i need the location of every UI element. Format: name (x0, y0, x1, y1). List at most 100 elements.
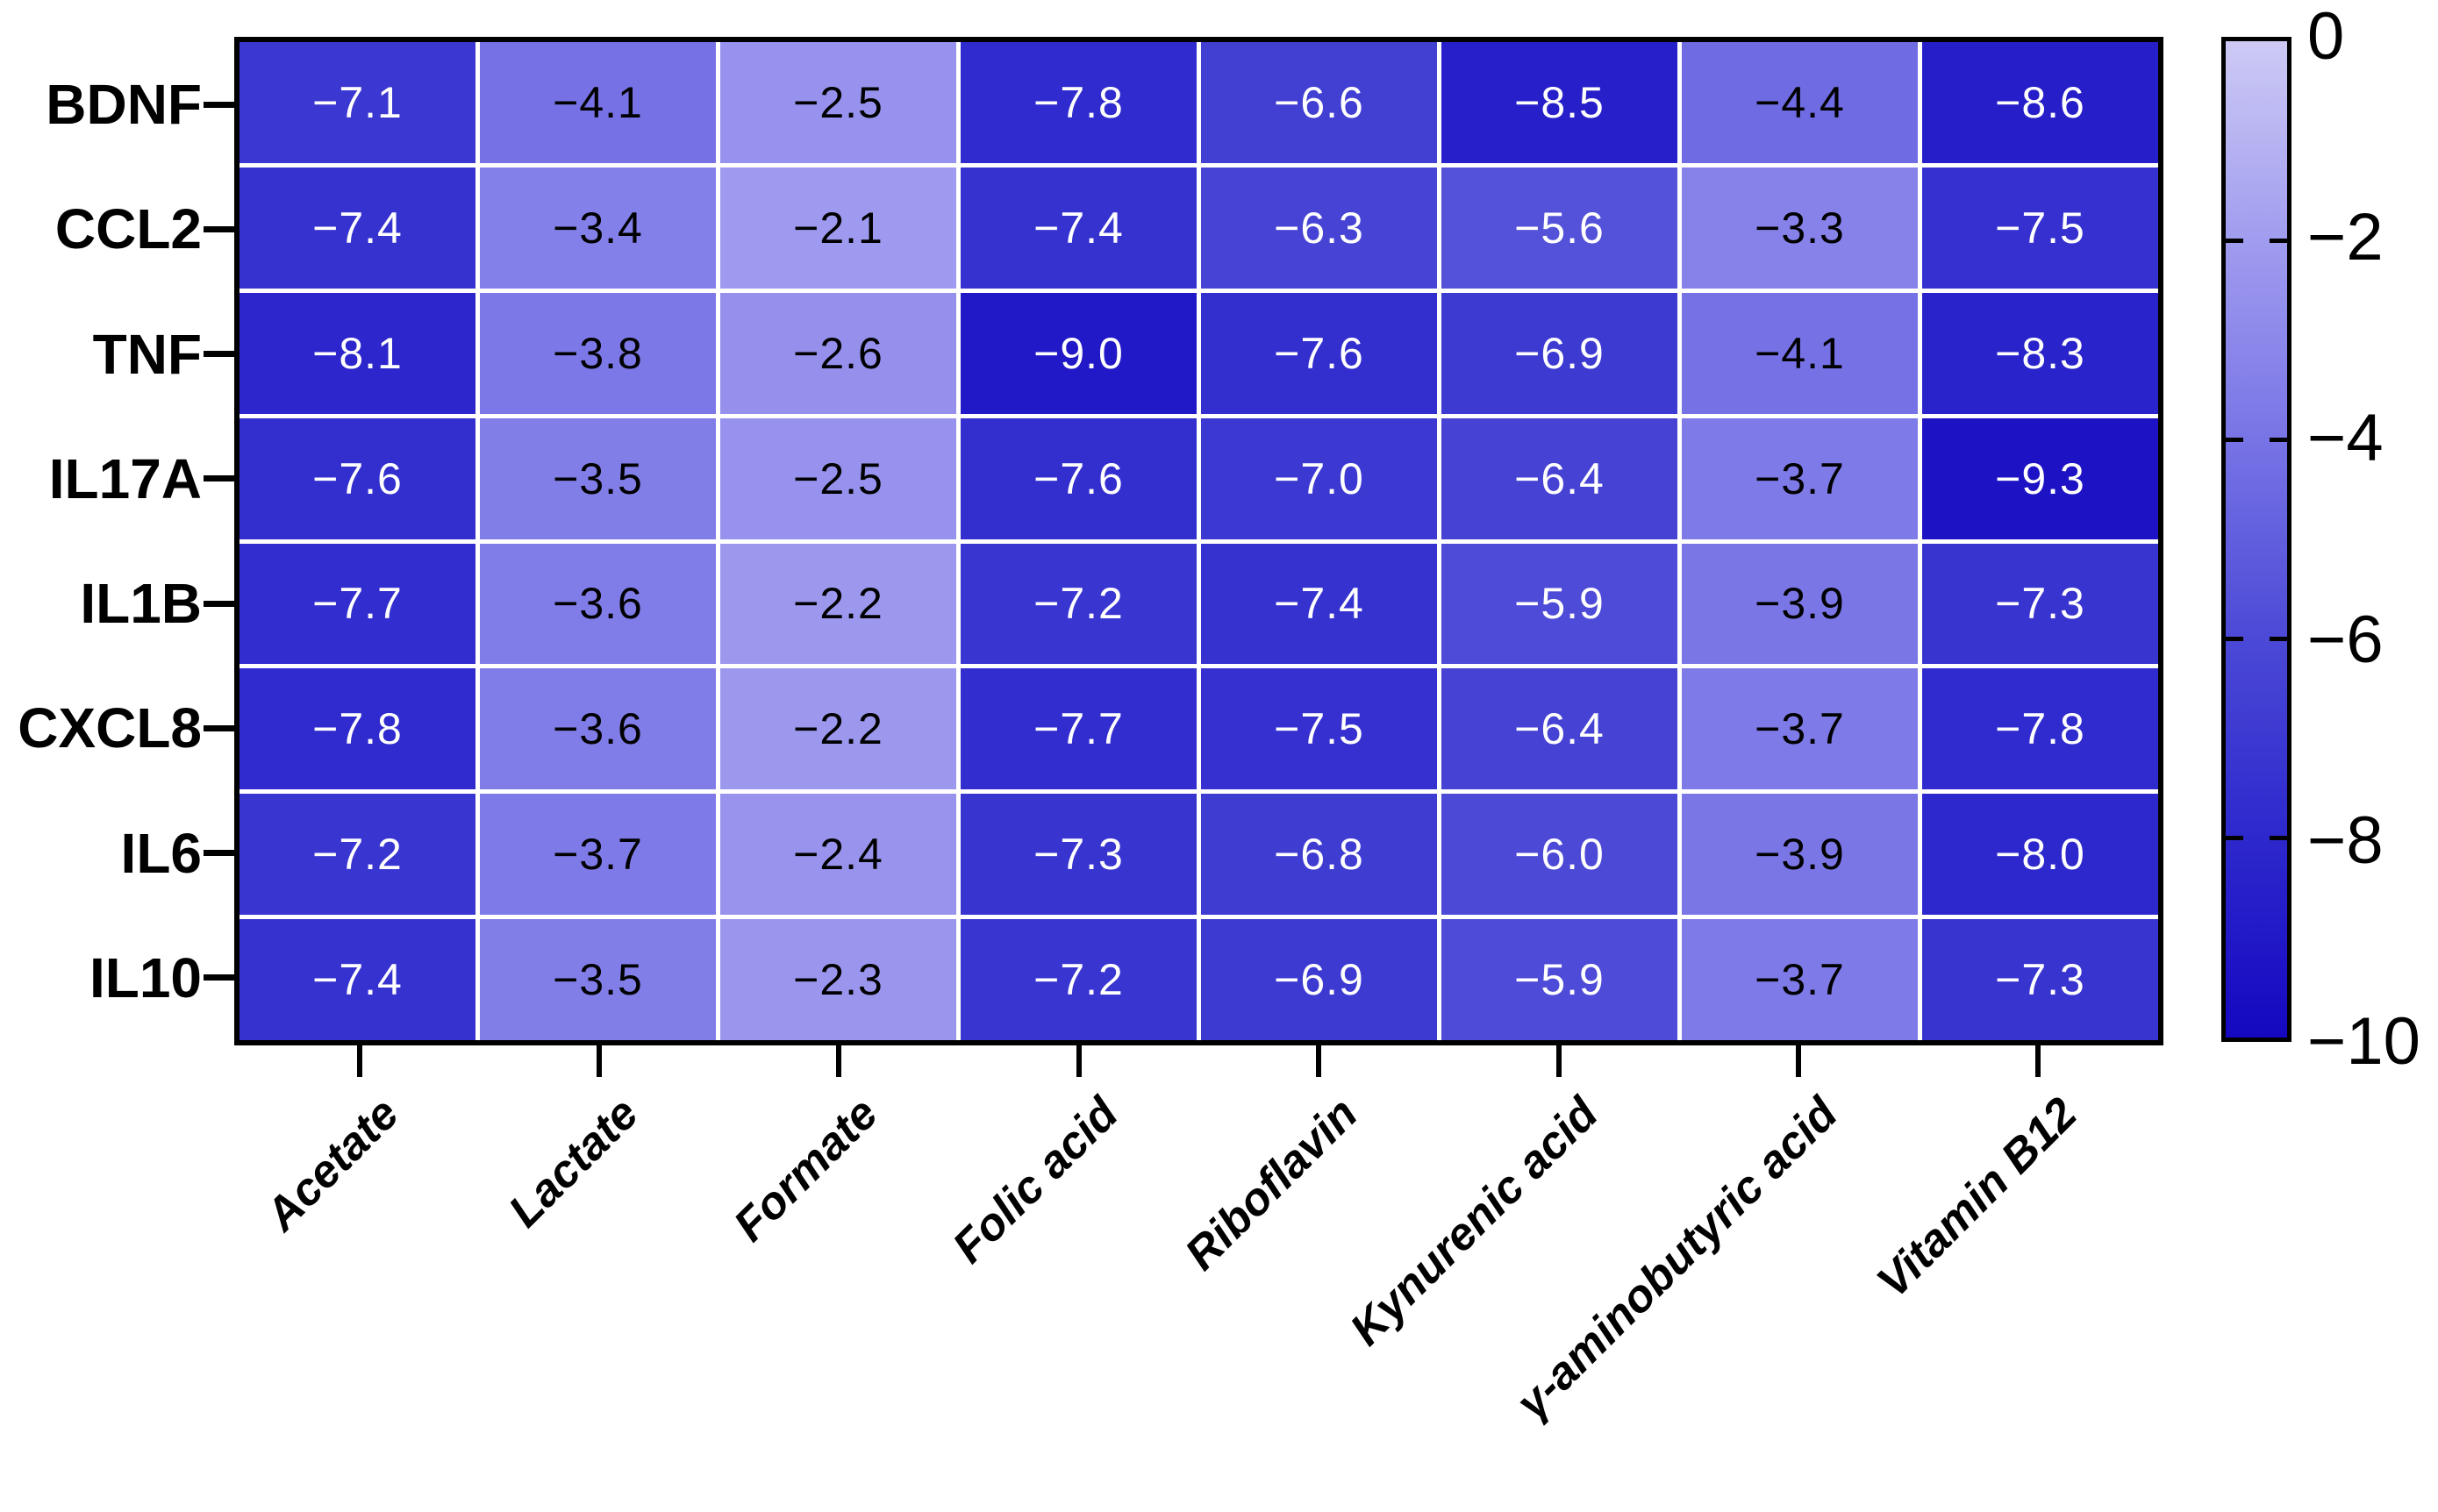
heatmap-cell: −7.7 (961, 668, 1197, 790)
heatmap-cell: −3.7 (480, 794, 716, 916)
colorbar-tick-notch (2270, 238, 2287, 243)
heatmap-cell: −6.6 (1201, 42, 1437, 163)
heatmap-cell: −6.4 (1441, 417, 1677, 539)
heatmap-cell: −7.8 (961, 42, 1197, 163)
heatmap-cell: −5.9 (1441, 919, 1677, 1040)
y-axis-tick (204, 600, 240, 607)
heatmap-cell: −7.2 (961, 543, 1197, 665)
colorbar (2221, 37, 2291, 1042)
heatmap-cell: −3.4 (480, 167, 716, 289)
heatmap-cell: −3.5 (480, 417, 716, 539)
heatmap-cell: −3.6 (480, 668, 716, 790)
heatmap-cell: −7.4 (1201, 543, 1437, 665)
heatmap-cell: −5.6 (1441, 167, 1677, 289)
heatmap-cell: −7.4 (240, 167, 475, 289)
heatmap-cell: −6.4 (1441, 668, 1677, 790)
heatmap-cell: −8.1 (240, 292, 475, 414)
colorbar-tick-notch (2226, 836, 2243, 841)
heatmap-cell: −8.6 (1922, 42, 2158, 163)
heatmap-cell: −6.9 (1201, 919, 1437, 1040)
heatmap-cell: −7.7 (240, 543, 475, 665)
y-axis-tick (204, 101, 240, 108)
column-label: Lactate (499, 1088, 648, 1237)
heatmap-cell: −7.0 (1201, 417, 1437, 539)
row-label: IL17A (48, 446, 202, 510)
column-label: Riboflavin (1176, 1088, 1368, 1280)
colorbar-tick-notch (2226, 238, 2243, 243)
heatmap-cell: −3.9 (1682, 543, 1918, 665)
row-label: IL10 (89, 945, 202, 1009)
heatmap-cell: −3.7 (1682, 919, 1918, 1040)
heatmap-cell: −2.5 (720, 42, 956, 163)
y-axis-tick (204, 475, 240, 482)
colorbar-tick-notch (2270, 437, 2287, 442)
y-axis-tick (204, 351, 240, 358)
heatmap-cell: −3.5 (480, 919, 716, 1040)
heatmap-cell: −3.7 (1682, 417, 1918, 539)
heatmap-cell: −2.3 (720, 919, 956, 1040)
colorbar-tick-label: −6 (2307, 602, 2384, 677)
row-label: IL6 (120, 821, 202, 885)
heatmap-cell: −6.8 (1201, 794, 1437, 916)
x-axis-tick (597, 1045, 603, 1077)
heatmap-cell: −6.0 (1441, 794, 1677, 916)
heatmap-cell: −7.8 (1922, 668, 2158, 790)
heatmap-cell: −8.5 (1441, 42, 1677, 163)
colorbar-tick-label: −2 (2307, 200, 2384, 275)
column-label: Formate (725, 1088, 889, 1252)
row-label: TNF (92, 322, 202, 386)
x-axis-tick (836, 1045, 842, 1077)
row-label: BDNF (46, 73, 202, 137)
x-axis-tick (1316, 1045, 1322, 1077)
heatmap-cell: −7.4 (961, 167, 1197, 289)
colorbar-tick-label: −8 (2307, 802, 2384, 878)
heatmap-cell: −3.9 (1682, 794, 1918, 916)
heatmap-cell: −3.3 (1682, 167, 1918, 289)
x-axis-tick (1555, 1045, 1562, 1077)
y-axis-tick (204, 850, 240, 857)
colorbar-tick-label: 0 (2307, 0, 2345, 74)
heatmap-cell: −2.4 (720, 794, 956, 916)
heatmap-cell: −3.6 (480, 543, 716, 665)
x-axis-tick (2035, 1045, 2041, 1077)
colorbar-tick-notch (2270, 637, 2287, 642)
row-label: CCL2 (54, 197, 202, 261)
colorbar-tick-notch (2270, 836, 2287, 841)
colorbar-tick-label: −4 (2307, 401, 2384, 476)
y-axis-tick (204, 724, 240, 731)
heatmap-cell: −6.3 (1201, 167, 1437, 289)
heatmap-cell: −9.3 (1922, 417, 2158, 539)
heatmap-cell: −7.5 (1201, 668, 1437, 790)
x-axis-tick (356, 1045, 362, 1077)
colorbar-tick-notch (2226, 437, 2243, 442)
heatmap-cell: −7.3 (961, 794, 1197, 916)
column-label: Acetate (255, 1088, 409, 1241)
heatmap-grid: −7.1 −4.1 −2.5 −7.8 −6.6 −8.5 −4.4 −8.6 −7.4 −3.4… (234, 37, 2163, 1045)
column-label: Kynurenic acid (1340, 1088, 1608, 1356)
heatmap-cell: −7.3 (1922, 919, 2158, 1040)
colorbar-tick-notch (2226, 637, 2243, 642)
heatmap-cell: −7.3 (1922, 543, 2158, 665)
heatmap-cell: −7.4 (240, 919, 475, 1040)
heatmap-cell: −6.9 (1441, 292, 1677, 414)
colorbar-tick-label: −10 (2307, 1004, 2420, 1079)
heatmap-cell: −7.6 (240, 417, 475, 539)
heatmap-cell: −2.6 (720, 292, 956, 414)
heatmap-cell: −4.1 (1682, 292, 1918, 414)
heatmap-cell: −3.7 (1682, 668, 1918, 790)
heatmap-cell: −7.2 (240, 794, 475, 916)
heatmap-cell: −7.5 (1922, 167, 2158, 289)
heatmap-cell: −9.0 (961, 292, 1197, 414)
heatmap-cell: −8.0 (1922, 794, 2158, 916)
heatmap-cell: −7.6 (1201, 292, 1437, 414)
column-label: γ-aminobutyric acid (1506, 1088, 1848, 1430)
heatmap-cell: −2.2 (720, 668, 956, 790)
column-label: Folic acid (942, 1088, 1128, 1273)
heatmap-cell: −7.8 (240, 668, 475, 790)
heatmap-cell: −8.3 (1922, 292, 2158, 414)
heatmap-cell: −3.8 (480, 292, 716, 414)
y-axis-tick (204, 225, 240, 232)
heatmap-cell: −2.5 (720, 417, 956, 539)
row-label: IL1B (80, 572, 202, 636)
